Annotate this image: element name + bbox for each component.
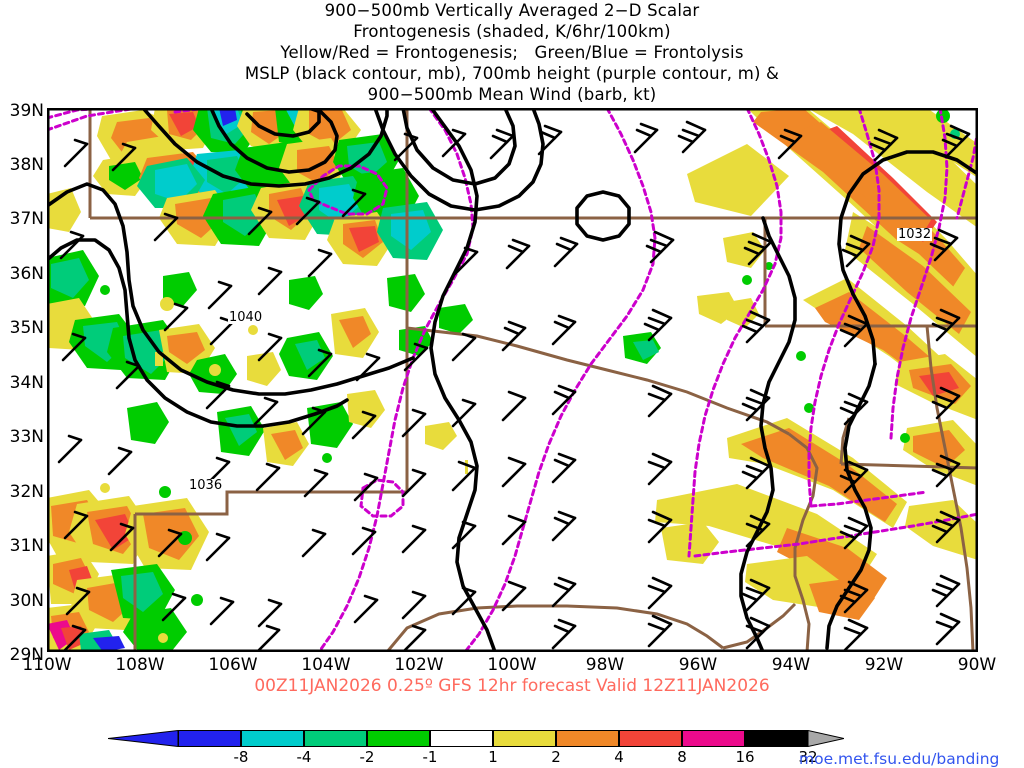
colorbar-seg-1 bbox=[241, 730, 304, 747]
contour-label-1032: 1032 bbox=[897, 227, 933, 242]
contour-label-1036: 1036 bbox=[188, 478, 224, 493]
y-tick-39N: 39N bbox=[9, 101, 44, 121]
x-tick-92W: 92W bbox=[864, 655, 904, 675]
x-tick-96W: 96W bbox=[678, 655, 718, 675]
map-canvas bbox=[47, 108, 978, 652]
y-tick-36N: 36N bbox=[9, 264, 44, 284]
wind-barbs bbox=[57, 120, 971, 652]
colorbar-label--1: -1 bbox=[422, 748, 438, 766]
figure-title: 900−500mb Vertically Averaged 2−D Scalar… bbox=[0, 0, 1024, 105]
colorbar-low-arrow bbox=[108, 730, 178, 747]
colorbar-label-1: 1 bbox=[488, 748, 498, 766]
colorbar-seg-7 bbox=[619, 730, 682, 747]
forecast-caption: 00Z11JAN2026 0.25º GFS 12hr forecast Val… bbox=[254, 676, 770, 696]
colorbar-seg-8 bbox=[682, 730, 745, 747]
y-tick-35N: 35N bbox=[9, 318, 44, 338]
x-tick-110W: 110W bbox=[22, 655, 72, 675]
title-line-2: Frontogenesis (shaded, K/6hr/100km) bbox=[353, 22, 671, 41]
title-line-5: 900−500mb Mean Wind (barb, kt) bbox=[367, 85, 657, 104]
colorbar-seg-5 bbox=[493, 730, 556, 747]
x-tick-104W: 104W bbox=[301, 655, 351, 675]
colorbar-label-2: 2 bbox=[551, 748, 561, 766]
title-line-1: 900−500mb Vertically Averaged 2−D Scalar bbox=[324, 1, 700, 20]
y-tick-34N: 34N bbox=[9, 373, 44, 393]
colorbar-seg-4 bbox=[430, 730, 493, 747]
title-line-3: Yellow/Red = Frontogenesis; Green/Blue =… bbox=[280, 43, 744, 62]
contour-label-1040: 1040 bbox=[228, 310, 264, 325]
colorbar-label-8: 8 bbox=[677, 748, 687, 766]
colorbar-seg-3 bbox=[367, 730, 430, 747]
map-plot-area: 1040 1036 1032 bbox=[47, 108, 978, 652]
x-tick-98W: 98W bbox=[585, 655, 625, 675]
x-tick-90W: 90W bbox=[957, 655, 997, 675]
state-borders bbox=[88, 108, 978, 652]
colorbar-high-arrow bbox=[808, 730, 844, 747]
site-watermark[interactable]: moe.met.fsu.edu/banding bbox=[799, 750, 1000, 768]
x-tick-102W: 102W bbox=[394, 655, 444, 675]
colorbar-label-32: 32 bbox=[798, 748, 818, 766]
colorbar-label--8: -8 bbox=[233, 748, 249, 766]
y-tick-32N: 32N bbox=[9, 482, 44, 502]
y-tick-31N: 31N bbox=[9, 536, 44, 556]
y-tick-33N: 33N bbox=[9, 427, 44, 447]
colorbar-seg-2 bbox=[304, 730, 367, 747]
y-tick-38N: 38N bbox=[9, 155, 44, 175]
frontogenesis-shading bbox=[47, 108, 978, 652]
x-tick-100W: 100W bbox=[487, 655, 537, 675]
colorbar-label-16: 16 bbox=[735, 748, 755, 766]
y-tick-30N: 30N bbox=[9, 591, 44, 611]
y-tick-29N: 29N bbox=[9, 645, 44, 665]
colorbar-label--4: -4 bbox=[296, 748, 312, 766]
colorbar-seg-6 bbox=[556, 730, 619, 747]
x-tick-108W: 108W bbox=[115, 655, 165, 675]
colorbar-label-4: 4 bbox=[614, 748, 624, 766]
x-tick-94W: 94W bbox=[771, 655, 811, 675]
colorbar-seg-9 bbox=[745, 730, 808, 747]
colorbar-seg-0 bbox=[178, 730, 241, 747]
x-tick-106W: 106W bbox=[208, 655, 258, 675]
title-line-4: MSLP (black contour, mb), 700mb height (… bbox=[244, 64, 780, 83]
colorbar-label--2: -2 bbox=[359, 748, 375, 766]
y-tick-37N: 37N bbox=[9, 209, 44, 229]
